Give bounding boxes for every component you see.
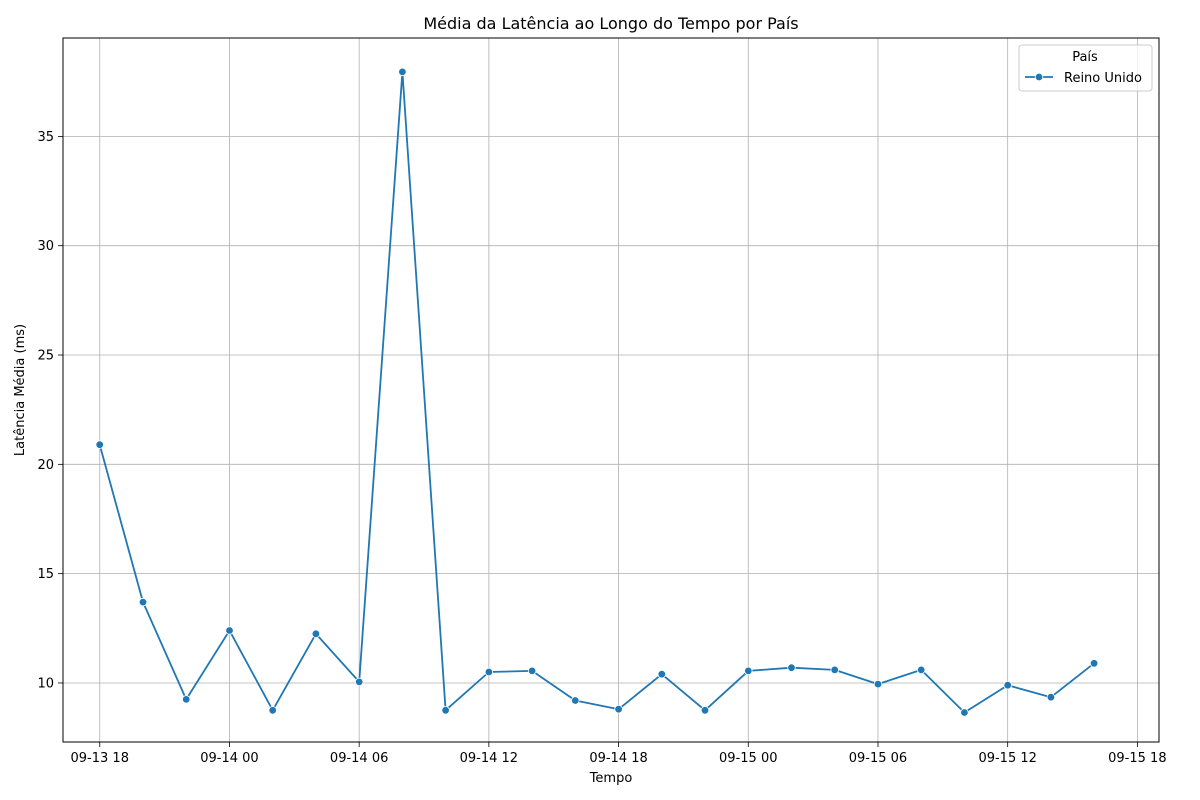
x-tick-label: 09-15 18	[1108, 751, 1166, 766]
data-point	[225, 626, 234, 635]
data-point	[917, 665, 926, 675]
y-tick-label: 35	[37, 130, 54, 145]
data-point	[181, 695, 191, 704]
data-point	[1003, 681, 1012, 690]
legend-entry-reino-unido: Reino Unido	[1064, 71, 1142, 86]
x-tick-label: 09-14 12	[460, 751, 518, 766]
legend: País Reino Unido	[1018, 44, 1153, 92]
data-point	[960, 708, 969, 717]
y-tick-label: 10	[37, 676, 54, 691]
y-axis-label: Latência Média (ms)	[13, 324, 28, 456]
data-point	[311, 629, 321, 638]
y-tick-label: 25	[37, 349, 54, 364]
x-tick-label: 09-14 18	[589, 751, 647, 766]
y-tick-label: 20	[37, 458, 54, 473]
grid	[63, 38, 1159, 742]
data-point	[484, 667, 494, 677]
data-point	[355, 677, 364, 687]
data-point	[441, 706, 450, 715]
data-point	[95, 440, 104, 449]
data-point	[1046, 693, 1056, 702]
data-point	[268, 706, 277, 715]
chart-title: Média da Latência ao Longo do Tempo por …	[423, 14, 798, 33]
data-point	[657, 670, 666, 679]
legend-box	[1018, 44, 1153, 92]
data-point	[873, 679, 883, 689]
data-point	[1089, 659, 1099, 668]
axis-ticks: 09-13 18 09-14 00 09-14 06 09-14 12 09-14 18…	[37, 130, 1166, 766]
data-point	[787, 663, 796, 672]
x-tick-label: 09-14 00	[200, 751, 258, 766]
data-point	[138, 597, 148, 607]
data-point	[614, 705, 623, 714]
x-axis-label: Tempo	[589, 771, 633, 786]
x-tick-label: 09-15 00	[719, 751, 777, 766]
x-tick-label: 09-15 06	[849, 751, 907, 766]
x-tick-label: 09-14 06	[330, 751, 388, 766]
data-point	[398, 67, 407, 77]
data-point	[744, 666, 753, 676]
x-tick-label: 09-13 18	[71, 751, 129, 766]
series-reino-unido	[95, 67, 1099, 717]
plot-area	[62, 37, 1160, 743]
series-line	[98, 71, 1095, 714]
legend-marker-icon	[1034, 72, 1044, 82]
legend-title: País	[1072, 50, 1098, 65]
y-tick-label: 15	[37, 567, 54, 582]
data-point	[830, 665, 839, 675]
y-tick-label: 30	[37, 239, 54, 254]
data-point	[527, 666, 537, 676]
data-point	[571, 696, 580, 705]
x-tick-label: 09-15 12	[978, 751, 1036, 766]
data-point	[700, 706, 710, 715]
